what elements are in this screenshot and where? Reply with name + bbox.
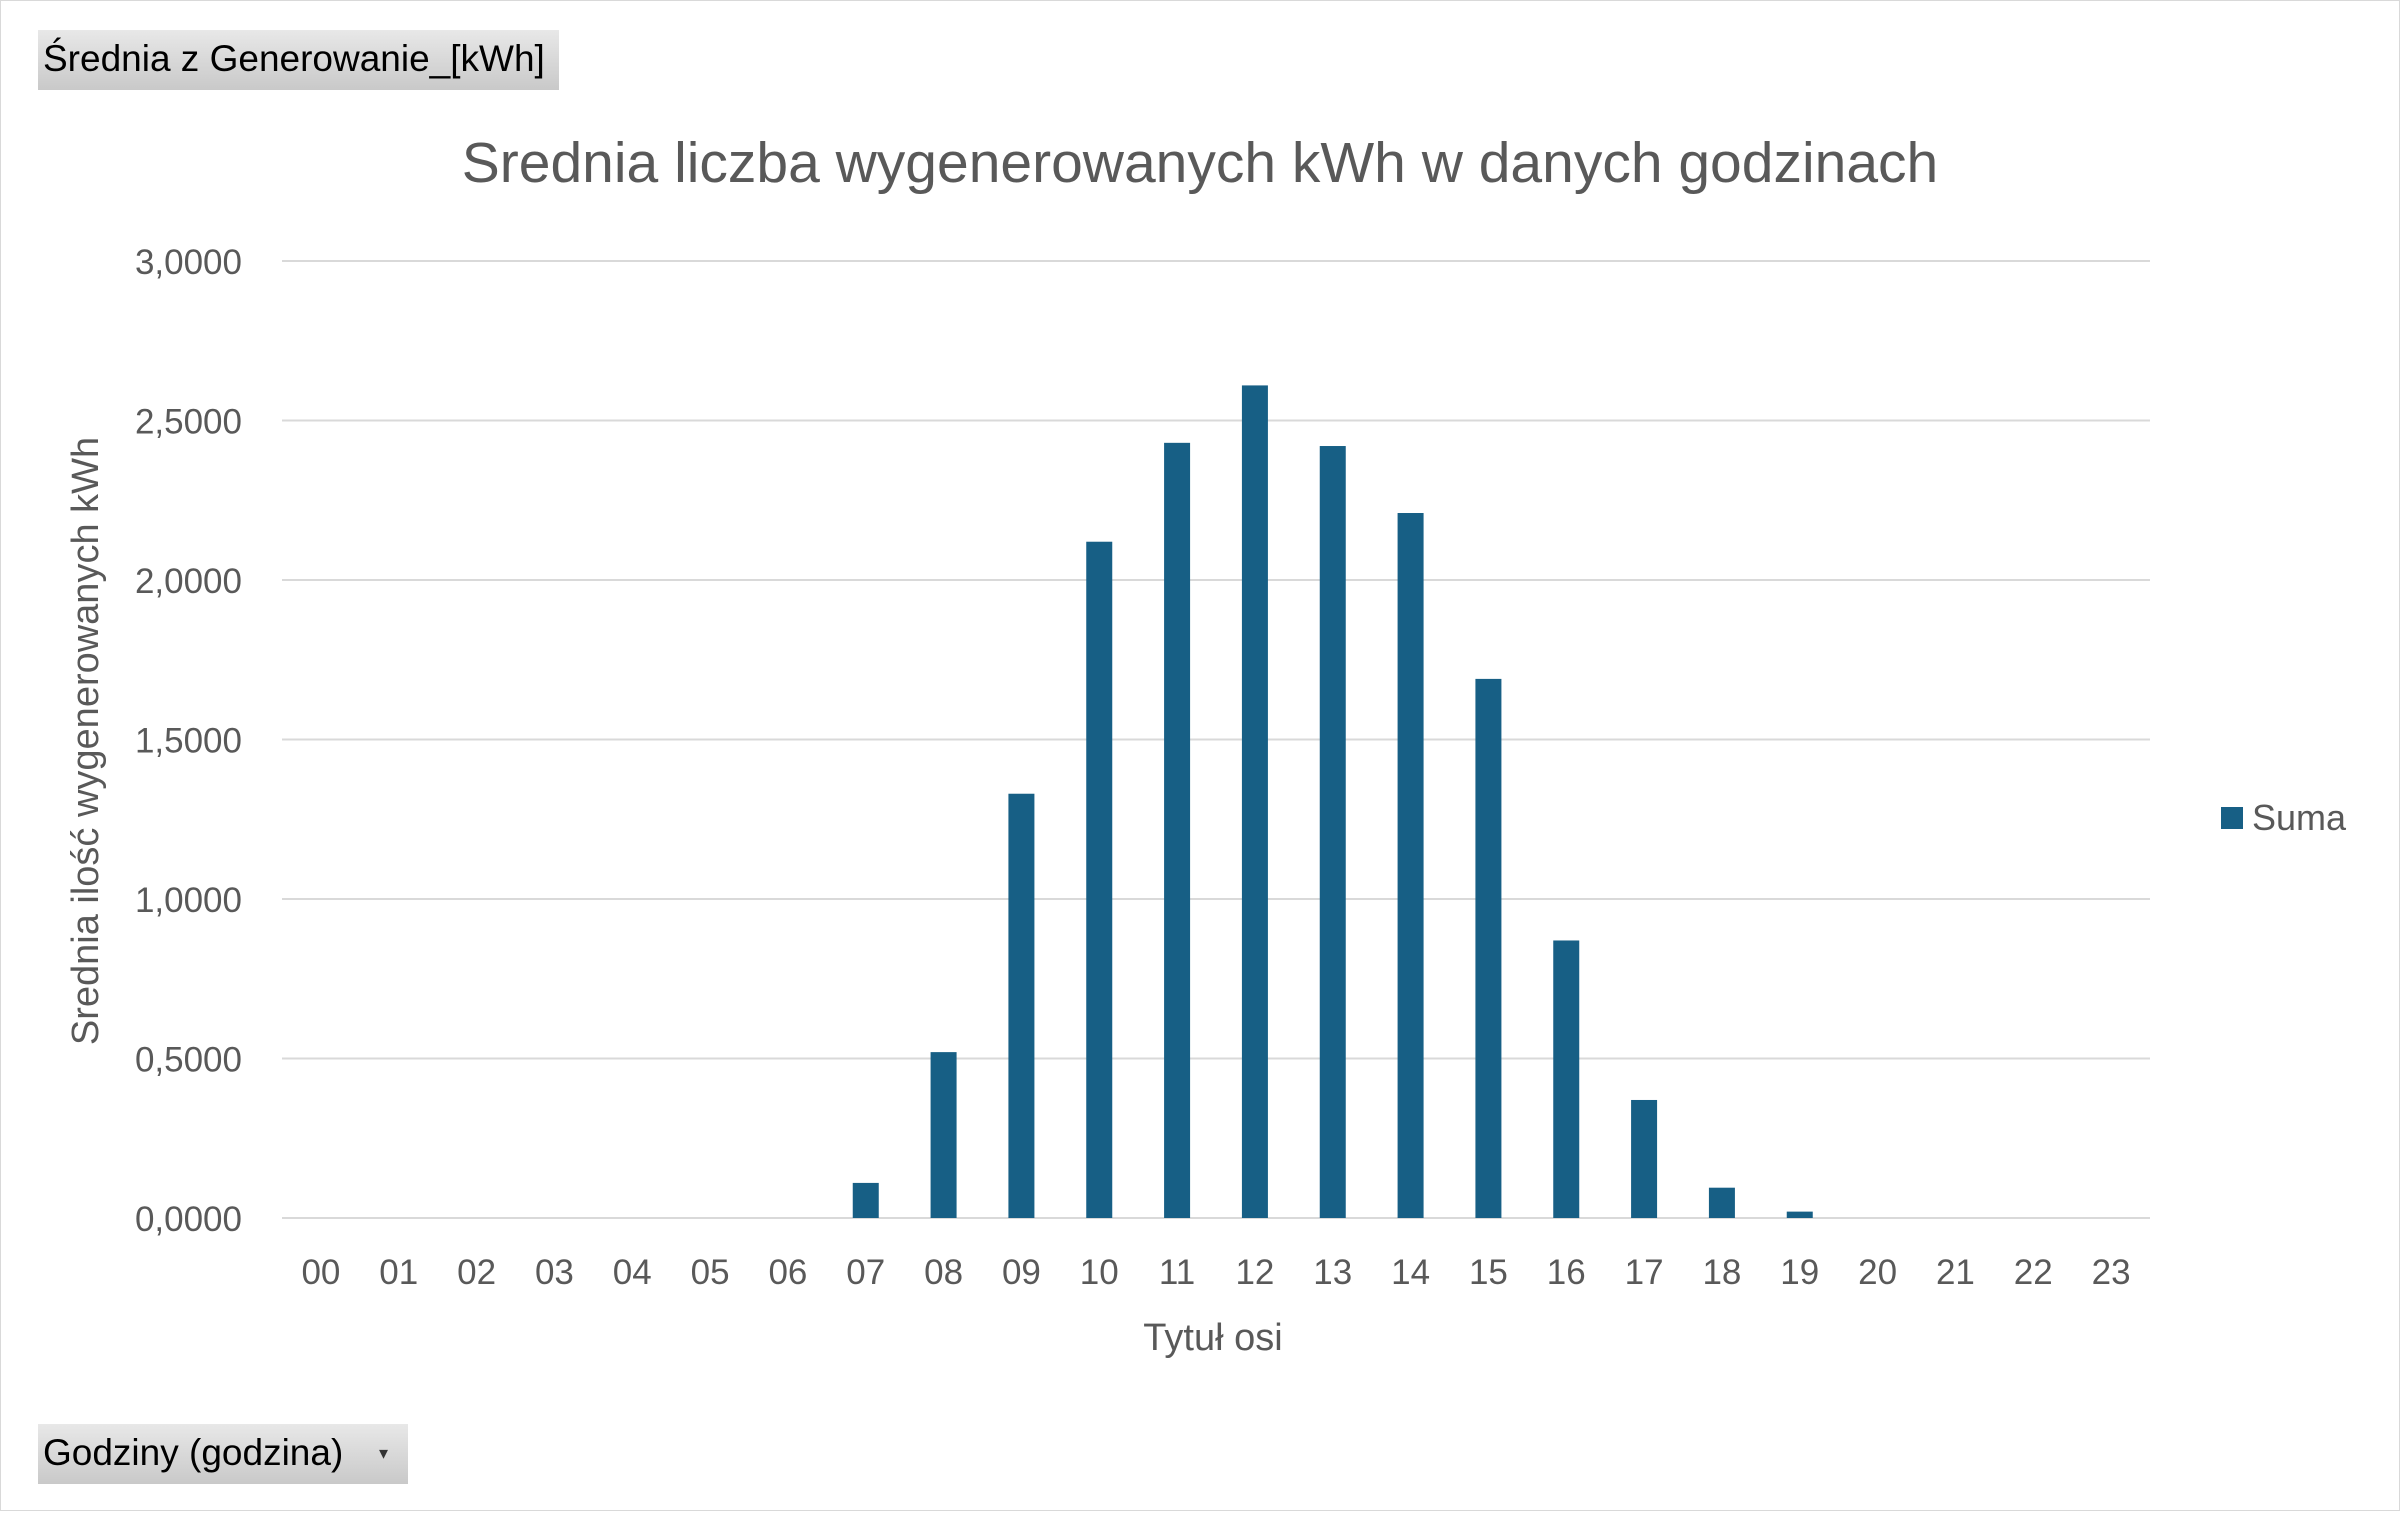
x-tick-label: 23 — [2092, 1253, 2131, 1292]
bar-16[interactable] — [1553, 940, 1580, 1218]
x-tick-label: 03 — [535, 1253, 574, 1292]
chart-title: Srednia liczba wygenerowanych kWh w dany… — [462, 131, 1938, 195]
bar-17[interactable] — [1631, 1099, 1658, 1218]
x-tick-label: 06 — [768, 1253, 807, 1292]
gridlines — [282, 260, 2150, 1219]
bar-13[interactable] — [1319, 446, 1346, 1218]
bar-15[interactable] — [1475, 678, 1502, 1218]
bars — [852, 385, 1813, 1219]
x-tick-label: 21 — [1936, 1253, 1975, 1292]
pivot-value-field-label: Średnia z Generowanie_[kWh] — [43, 38, 545, 79]
x-tick-label: 13 — [1313, 1253, 1352, 1292]
y-axis-ticks: 0,0000 0,5000 1,0000 1,5000 2,0000 2,5000 3,00… — [135, 243, 242, 1239]
dropdown-arrow-icon[interactable]: ▾ — [378, 1443, 388, 1463]
bar-19[interactable] — [1786, 1211, 1813, 1218]
y-tick-label: 1,0000 — [135, 881, 242, 920]
x-tick-label: 16 — [1547, 1253, 1586, 1292]
x-tick-label: 15 — [1469, 1253, 1508, 1292]
x-tick-label: 01 — [379, 1253, 418, 1292]
x-tick-label: 09 — [1002, 1253, 1041, 1292]
pivot-value-field-button[interactable]: Średnia z Generowanie_[kWh] — [38, 30, 559, 90]
x-tick-label: 18 — [1702, 1253, 1741, 1292]
bar-14[interactable] — [1397, 513, 1424, 1218]
y-axis-title: Srednia ilość wygenerowanych kWh — [65, 437, 107, 1045]
bar-18[interactable] — [1708, 1187, 1735, 1218]
legend-label: Suma — [2252, 797, 2347, 838]
x-tick-label: 22 — [2014, 1253, 2053, 1292]
bar-08[interactable] — [930, 1052, 957, 1218]
legend-swatch — [2221, 807, 2243, 829]
x-tick-label: 10 — [1080, 1253, 1119, 1292]
x-axis-ticks: 00 01 02 03 04 05 06 07 08 09 10 11 12 13 14 15 16 17 18 19… — [301, 1253, 2130, 1292]
y-tick-label: 0,5000 — [135, 1041, 242, 1080]
bar-11[interactable] — [1164, 442, 1191, 1219]
x-tick-label: 20 — [1858, 1253, 1897, 1292]
legend: Suma — [2221, 797, 2347, 838]
y-tick-label: 1,5000 — [135, 722, 242, 761]
pivot-axis-field-label: Godziny (godzina) — [43, 1432, 344, 1473]
bar-10[interactable] — [1086, 541, 1113, 1218]
x-tick-label: 11 — [1159, 1253, 1195, 1292]
x-tick-label: 04 — [613, 1253, 652, 1292]
x-tick-label: 12 — [1235, 1253, 1274, 1292]
y-tick-label: 3,0000 — [135, 243, 242, 282]
x-tick-label: 07 — [846, 1253, 885, 1292]
y-tick-label: 2,5000 — [135, 403, 242, 442]
x-tick-label: 02 — [457, 1253, 496, 1292]
x-axis-title: Tytuł osi — [1143, 1317, 1282, 1359]
bar-12[interactable] — [1241, 385, 1268, 1218]
bar-07[interactable] — [852, 1182, 879, 1218]
y-tick-label: 2,0000 — [135, 562, 242, 601]
x-tick-label: 00 — [301, 1253, 340, 1292]
x-tick-label: 17 — [1625, 1253, 1664, 1292]
x-tick-label: 08 — [924, 1253, 963, 1292]
x-tick-label: 19 — [1780, 1253, 1819, 1292]
x-tick-label: 14 — [1391, 1253, 1430, 1292]
pivot-axis-field-button[interactable]: Godziny (godzina) ▾ — [38, 1424, 408, 1484]
x-tick-label: 05 — [691, 1253, 730, 1292]
y-tick-label: 0,0000 — [135, 1200, 242, 1239]
bar-09[interactable] — [1008, 793, 1035, 1218]
